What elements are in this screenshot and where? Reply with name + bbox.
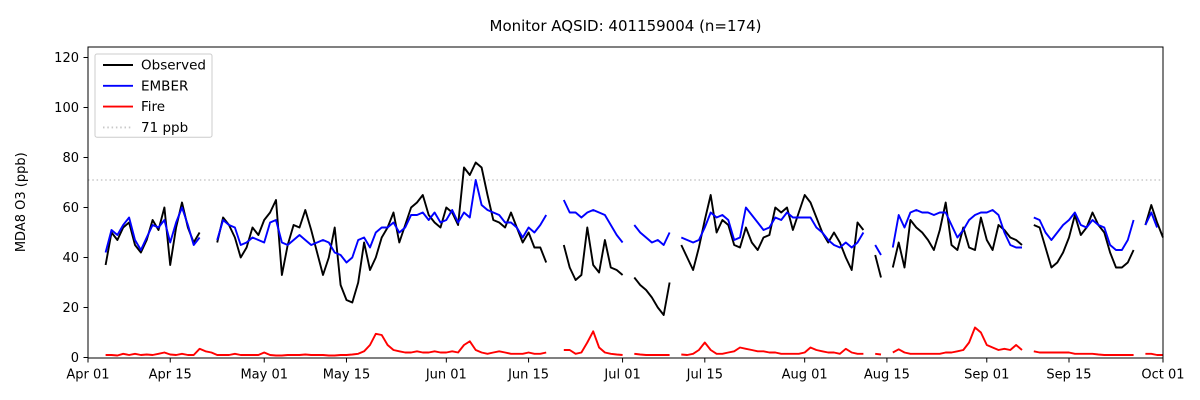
legend-label: Fire	[141, 99, 165, 115]
y-tick-label: 120	[54, 51, 79, 66]
y-tick-label: 20	[62, 301, 79, 316]
chart-title: Monitor AQSID: 401159004 (n=174)	[489, 17, 762, 35]
x-tick-label: Jul 01	[603, 368, 640, 383]
x-tick-label: Sep 01	[964, 368, 1009, 383]
y-tick-label: 80	[62, 151, 79, 166]
x-tick-label: Apr 15	[149, 368, 192, 383]
axes-frame	[87, 46, 1164, 359]
x-tick-label: May 15	[323, 368, 371, 383]
x-tick-label: Aug 15	[864, 368, 910, 383]
y-axis-label: MDA8 O3 (ppb)	[14, 152, 29, 252]
x-tick-label: Jul 15	[686, 368, 723, 383]
fire-line	[105, 326, 1163, 357]
x-tick-label: May 01	[240, 368, 288, 383]
y-tick-label: 60	[62, 201, 79, 216]
ember-line	[104, 179, 1158, 264]
x-tick-label: Jun 15	[507, 368, 549, 383]
legend-label: Observed	[141, 58, 206, 74]
observed-line	[104, 161, 1164, 316]
x-tick-label: Sep 15	[1046, 368, 1091, 383]
x-tick-label: Jun 01	[425, 368, 467, 383]
y-tick-label: 100	[54, 101, 79, 116]
y-tick-label: 40	[62, 251, 79, 266]
legend-label: EMBER	[141, 78, 188, 94]
x-tick-label: Aug 01	[782, 368, 828, 383]
legend-label: 71 ppb	[141, 120, 188, 136]
x-tick-label: Oct 01	[1141, 368, 1184, 383]
legend-box	[94, 53, 213, 138]
x-tick-label: Apr 01	[66, 368, 109, 383]
y-tick-label: 0	[71, 351, 79, 366]
